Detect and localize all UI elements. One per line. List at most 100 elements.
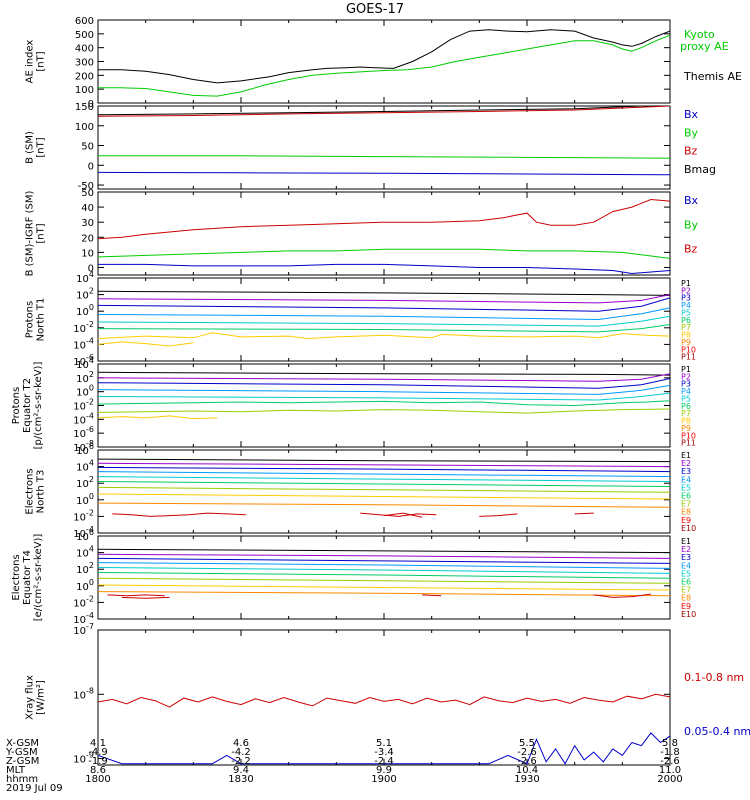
legend-entry: E10	[681, 610, 696, 619]
series-line-e10b	[360, 512, 437, 517]
footer-value: 9.9	[376, 765, 392, 776]
footer-row-label: hhmm	[6, 774, 38, 785]
legend-entry: P5	[681, 394, 691, 403]
series-line-e10a	[107, 594, 165, 597]
footer-value: 1800	[85, 774, 110, 785]
series-line-e10a	[112, 512, 246, 517]
y-tick-label: 40	[81, 203, 94, 214]
panel-frame	[97, 105, 671, 190]
legend-entry: P3	[681, 294, 691, 303]
y-tick-label: 100	[75, 85, 94, 96]
legend-entry: E8	[681, 594, 691, 603]
series-line-e4	[98, 471, 670, 478]
y-tick-label: 200	[75, 71, 94, 82]
series-line-p8	[98, 415, 218, 420]
y-tick-label: 400	[75, 44, 94, 55]
y-axis-label: Xray flux	[25, 675, 36, 720]
series-line-p6	[98, 400, 670, 407]
y-tick-label: 10-2	[73, 508, 94, 523]
y-axis-label: Protons	[11, 387, 22, 424]
y-tick-label: 20	[81, 233, 94, 244]
footer-value: 1930	[514, 774, 539, 785]
footer-value: -3.4	[374, 747, 394, 758]
legend-entry: P2	[681, 286, 691, 295]
legend-entry: E1	[681, 537, 691, 546]
series-line-e5	[98, 476, 670, 482]
footer-value: 5.1	[376, 738, 392, 749]
series-line-kyoto-proxy-ae	[98, 34, 670, 97]
footer-value: 4.1	[90, 738, 106, 749]
y-axis-label: Protons	[25, 301, 36, 338]
series-line-e10c	[383, 512, 423, 518]
legend-entry: E2	[681, 545, 691, 554]
y-tick-label: 600	[75, 16, 94, 27]
y-tick-label: 10-2	[73, 594, 94, 609]
legend-entry: 0.1-0.8 nm	[684, 671, 744, 684]
series-line-e1	[98, 458, 670, 463]
footer-value: -2.6	[660, 756, 680, 767]
legend-entry: P1	[681, 279, 691, 288]
legend-entry: E5	[681, 483, 691, 492]
series-line-p8	[98, 341, 194, 347]
series-line-e9	[98, 591, 670, 597]
series-line-by	[98, 155, 670, 159]
y-axis-label: [W/m²]	[36, 680, 47, 715]
y-tick-label: 102	[76, 475, 94, 490]
footer-value: -2.2	[231, 756, 251, 767]
series-group	[98, 106, 670, 176]
y-axis-label: [nT]	[36, 51, 47, 71]
series-line-p5	[98, 392, 670, 401]
panel-ae: 0 100 200 300 400 500 600 AE index [nT] Kyotoprox…	[25, 16, 742, 110]
legend-entry: Kyoto	[684, 28, 715, 41]
legend-entry: E9	[681, 602, 691, 611]
panel-bdiff: 0 10 20 30 40 50 B (SM)-IGRF (SM) [nT] Bx By Bz	[25, 188, 699, 276]
series-line-by	[98, 248, 670, 259]
y-axis-label: AE index	[25, 40, 36, 84]
series-line-e2	[98, 553, 670, 559]
legend-entry: P7	[681, 323, 691, 332]
y-tick-label: 500	[75, 30, 94, 41]
series-line-e4	[98, 562, 670, 569]
y-tick-label: 102	[76, 287, 94, 302]
legend-entry: E4	[681, 561, 691, 570]
legend-entry: E5	[681, 569, 691, 578]
y-axis-label: [nT]	[36, 223, 47, 243]
y-tick-label: 30	[81, 218, 94, 229]
legend-entry: Bx	[684, 194, 699, 207]
series-group	[98, 371, 670, 420]
legend-entry: 0.05-0.4 nm	[684, 725, 750, 738]
legend-entry: P9	[681, 338, 691, 347]
legend-entry: E7	[681, 500, 691, 509]
legend-entry: P10	[681, 345, 696, 354]
y-tick-label: 102	[76, 561, 94, 576]
footer-value: 11.0	[659, 765, 681, 776]
y-tick-label: 10-6	[73, 425, 94, 440]
y-tick-label: 100	[76, 384, 94, 399]
y-tick-label: 100	[76, 578, 94, 593]
series-line-p1	[98, 371, 670, 376]
legend-entry: E3	[681, 467, 691, 476]
legend-entry: By	[684, 218, 699, 231]
series-line-e10d	[593, 593, 651, 598]
y-axis-label: North T1	[36, 298, 47, 342]
series-line-e10c	[422, 594, 442, 597]
legend-entry: P11	[681, 353, 696, 362]
y-tick-label: 10-2	[73, 320, 94, 335]
legend-entry: proxy AE	[680, 40, 729, 53]
y-tick-label: 10-8	[73, 686, 94, 701]
series-line-e1	[98, 548, 670, 554]
y-tick-label: 10-2	[73, 398, 94, 413]
y-tick-label: 104	[76, 545, 94, 560]
y-tick-label: 150	[75, 102, 94, 113]
y-axis-label: Electrons	[11, 554, 22, 600]
y-tick-label: 10-4	[73, 411, 94, 426]
legend-entry: Bx	[684, 108, 699, 121]
footer-row-label: MLT	[6, 765, 26, 776]
